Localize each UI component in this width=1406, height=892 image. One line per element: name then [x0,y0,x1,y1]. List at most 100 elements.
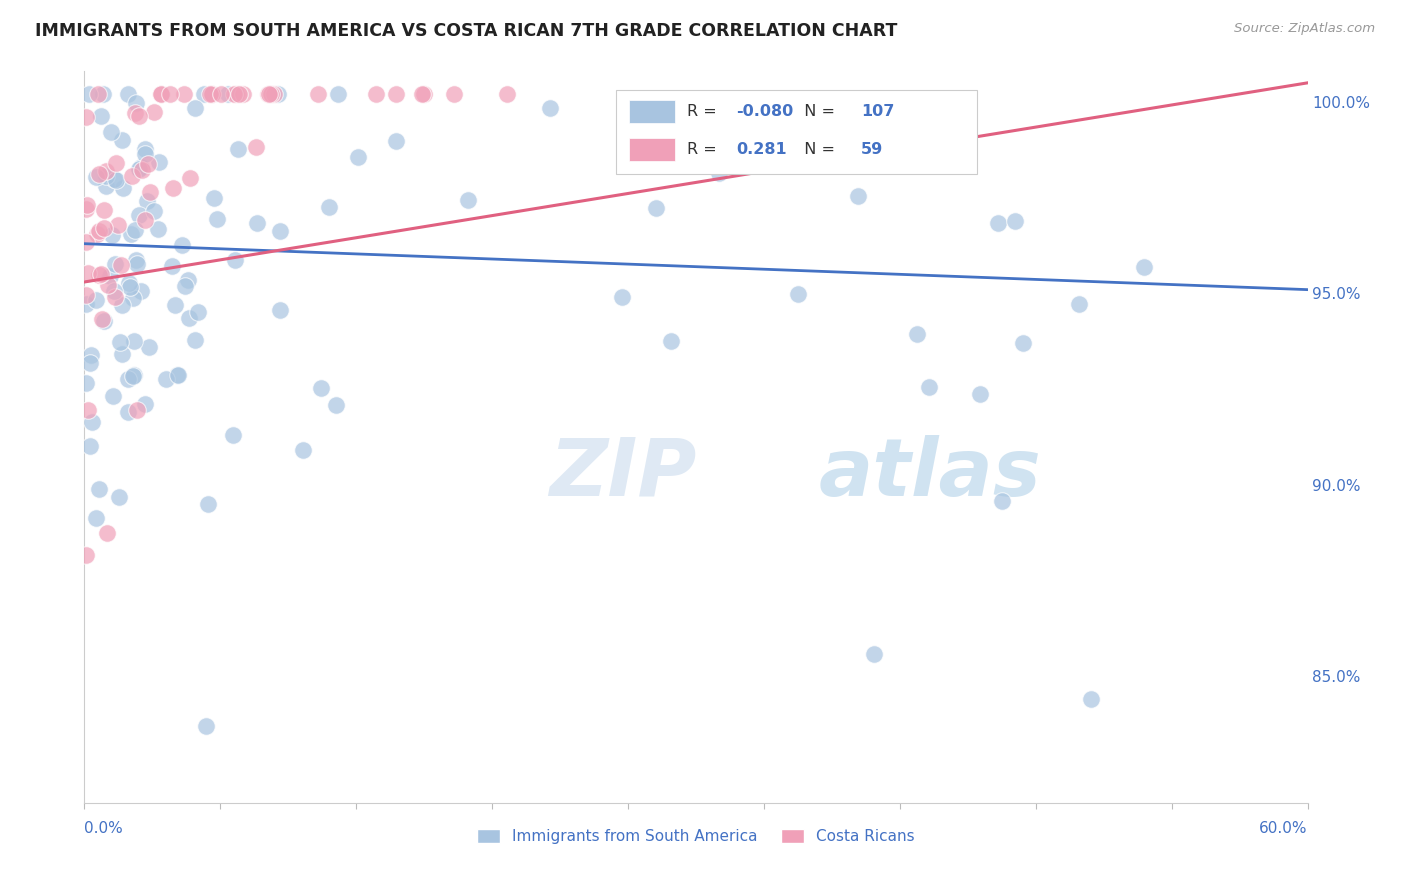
Point [269,224,291,238]
Point [76,403,98,417]
Text: -0.080: -0.080 [737,104,793,120]
Point [263,87,285,102]
Point [457,193,479,207]
Point [136,157,159,171]
Point [117,405,139,419]
Point [148,155,170,169]
Point [269,302,291,317]
Point [104,156,127,170]
Point [142,203,165,218]
Point [84,170,107,185]
Point [94,164,117,178]
Point [118,276,141,290]
Point [226,142,249,156]
Point [86,293,108,307]
Point [77,266,100,280]
Text: R =: R = [688,142,723,157]
Point [75,202,97,216]
Point [260,87,283,102]
Point [103,389,125,403]
Point [644,201,666,215]
Point [538,101,561,115]
Point [96,526,118,541]
Point [86,227,108,241]
Point [107,490,129,504]
Point [97,278,120,293]
Point [159,87,181,102]
Point [969,386,991,401]
Point [346,150,368,164]
Point [846,189,869,203]
Point [160,259,183,273]
Point [129,284,152,298]
Point [125,253,148,268]
Point [105,172,128,186]
Point [232,87,254,102]
Point [134,213,156,227]
Point [174,279,197,293]
Point [79,439,101,453]
Point [222,428,245,442]
Point [124,368,146,383]
Point [183,333,205,347]
Point [166,368,188,383]
Text: ZIP: ZIP [550,434,696,513]
Point [75,235,97,249]
Point [91,87,114,102]
Text: atlas: atlas [818,434,1040,513]
Point [104,257,127,271]
Point [75,288,97,302]
Point [385,87,408,102]
Point [87,223,110,237]
Point [149,87,172,102]
Point [134,397,156,411]
Point [384,135,406,149]
Point [228,87,250,102]
Point [100,125,122,139]
Point [198,87,221,102]
Point [1067,297,1090,311]
Point [79,356,101,370]
Point [121,169,143,183]
Text: 59: 59 [860,142,883,157]
Point [131,162,153,177]
Point [193,87,215,102]
Point [128,109,150,123]
Point [187,305,209,319]
Point [103,172,125,186]
Point [122,291,145,305]
Text: IMMIGRANTS FROM SOUTH AMERICA VS COSTA RICAN 7TH GRADE CORRELATION CHART: IMMIGRANTS FROM SOUTH AMERICA VS COSTA R… [35,22,897,40]
Point [217,87,239,102]
Point [134,142,156,156]
Point [917,380,939,394]
Point [246,216,269,230]
Point [104,290,127,304]
Point [87,87,110,102]
Point [907,327,929,342]
Point [80,348,103,362]
Point [257,87,280,102]
Point [194,718,217,732]
Point [75,549,97,563]
Point [94,178,117,193]
Point [111,346,134,360]
Point [124,223,146,237]
Point [291,442,314,457]
Text: 60.0%: 60.0% [1260,822,1308,836]
Point [1012,336,1035,351]
Point [138,340,160,354]
Point [112,181,135,195]
Point [170,237,193,252]
Point [177,273,200,287]
Point [111,298,134,312]
Point [659,334,682,349]
Point [786,286,808,301]
Point [201,87,224,102]
Point [90,109,112,123]
Point [91,312,114,326]
Point [162,181,184,195]
Text: R =: R = [688,104,723,120]
Point [122,334,145,348]
Point [266,87,288,102]
Text: 0.0%: 0.0% [84,822,124,836]
